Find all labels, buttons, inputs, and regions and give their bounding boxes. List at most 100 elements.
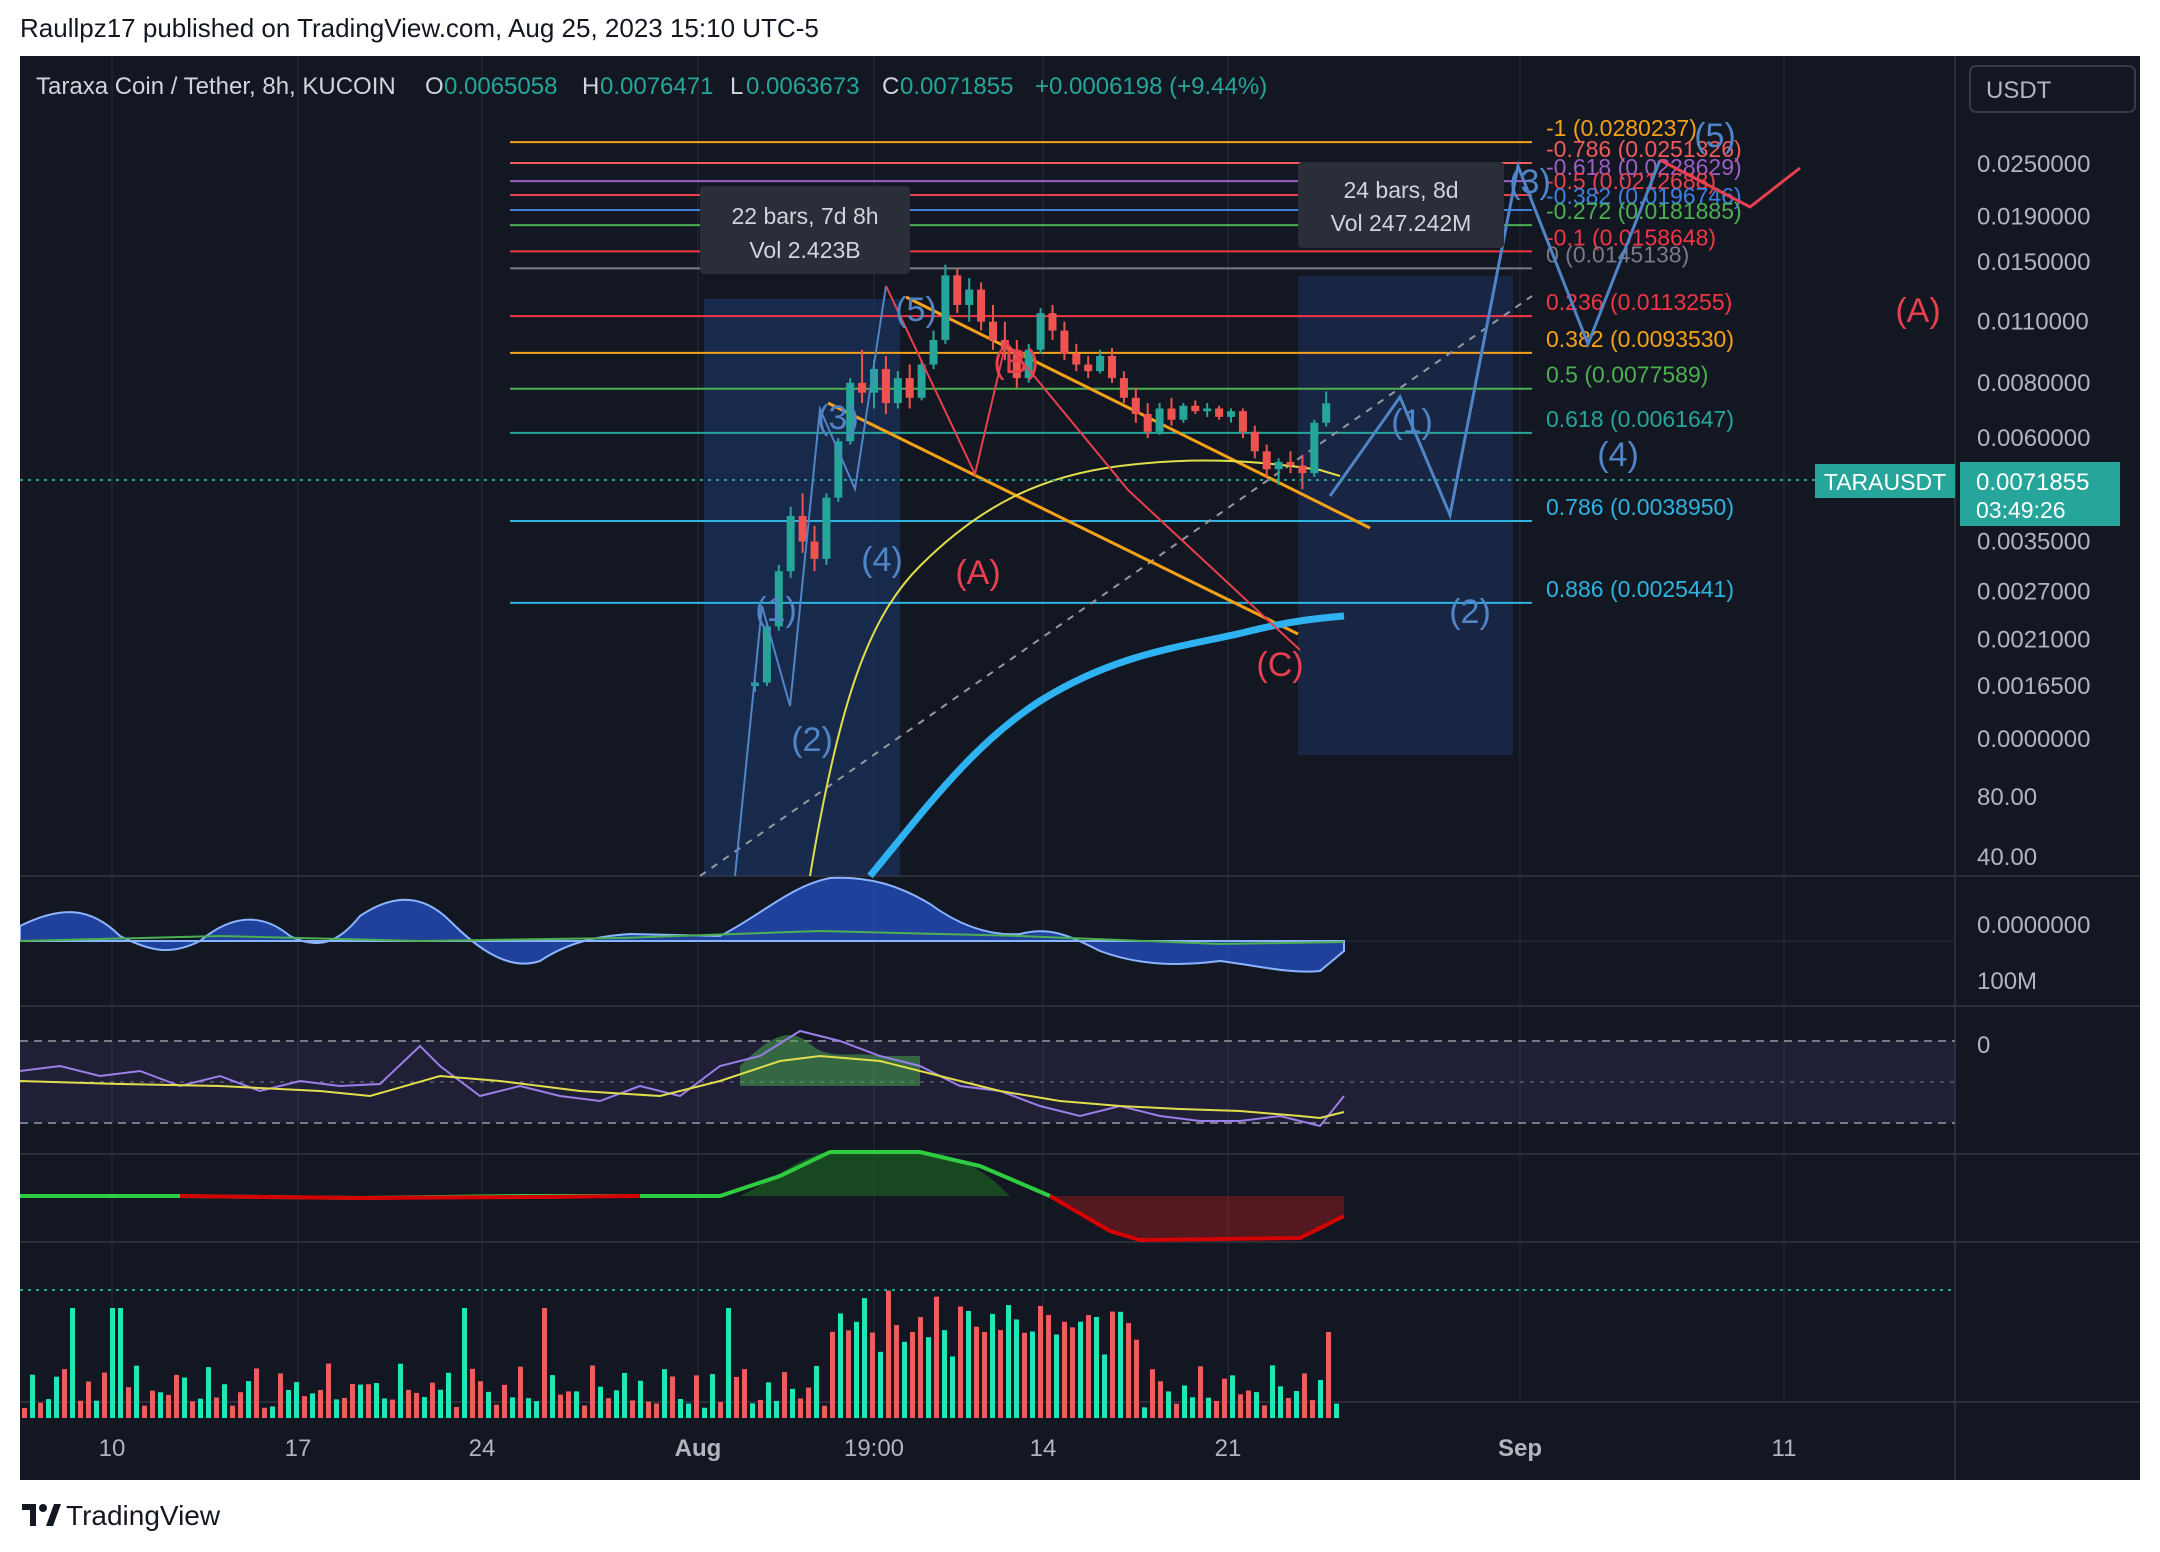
candle-body[interactable] bbox=[858, 382, 867, 393]
currency-button[interactable]: USDT bbox=[1969, 65, 2136, 113]
rsi-pane[interactable] bbox=[20, 1029, 1955, 1128]
chart-canvas[interactable]: -1 (0.0280237)-0.786 (0.0251326)-0.618 (… bbox=[20, 56, 2140, 1480]
chart-frame[interactable]: -1 (0.0280237) -0.786 (0.0251326) -0.618 (… bbox=[20, 56, 2140, 1480]
macd-pane[interactable] bbox=[20, 876, 1955, 973]
volume-bar bbox=[694, 1375, 699, 1418]
volume-bar bbox=[742, 1369, 747, 1418]
svg-text:H: H bbox=[582, 73, 599, 100]
volume-bar bbox=[1118, 1311, 1123, 1418]
candle-body[interactable] bbox=[822, 497, 831, 559]
candle-body[interactable] bbox=[989, 321, 997, 340]
volume-bar bbox=[1286, 1397, 1291, 1418]
candle-body[interactable] bbox=[1119, 378, 1128, 398]
candle-body[interactable] bbox=[1155, 408, 1164, 432]
candle-body[interactable] bbox=[1286, 461, 1295, 466]
candle-body[interactable] bbox=[774, 571, 783, 627]
volume-bar bbox=[1094, 1316, 1099, 1418]
candle-body[interactable] bbox=[1215, 408, 1224, 417]
candle-body[interactable] bbox=[1096, 355, 1105, 372]
wave-label-blue: (5) bbox=[1694, 117, 1736, 155]
svg-text:Vol 2.423B: Vol 2.423B bbox=[749, 237, 860, 263]
candle-body[interactable] bbox=[1310, 422, 1319, 474]
volume-pane[interactable] bbox=[22, 1290, 1339, 1418]
volume-bar bbox=[110, 1308, 115, 1418]
candle-body[interactable] bbox=[1108, 355, 1116, 379]
volume-bar bbox=[358, 1384, 363, 1418]
svg-text:0.0076471: 0.0076471 bbox=[600, 73, 713, 100]
candle-body[interactable] bbox=[1274, 461, 1283, 470]
svg-text:TARAUSDT: TARAUSDT bbox=[1824, 469, 1946, 495]
candle-body[interactable] bbox=[1084, 364, 1093, 372]
candle-body[interactable] bbox=[846, 382, 855, 442]
wave-labels: (1) (2) (3) (4) (5) (1) (2) (3) (4) (5) (A) (B) (C) (… bbox=[755, 117, 1940, 759]
volume-bar bbox=[398, 1363, 403, 1418]
volume-bar bbox=[766, 1382, 771, 1418]
candle-body[interactable] bbox=[870, 368, 878, 393]
volume-bar bbox=[678, 1398, 683, 1418]
candle-body[interactable] bbox=[1298, 465, 1307, 474]
candle-body[interactable] bbox=[1036, 313, 1045, 350]
time-tick-label: 21 bbox=[1215, 1435, 1242, 1462]
candle-body[interactable] bbox=[893, 378, 902, 404]
candle-body[interactable] bbox=[762, 626, 771, 683]
indicator-tick-label: 100M bbox=[1977, 968, 2037, 995]
time-axis[interactable]: 10 17 24 Aug 19:00 14 21 Sep 11 bbox=[99, 1435, 1797, 1462]
candle-body[interactable] bbox=[881, 368, 890, 404]
volume-bar bbox=[990, 1313, 995, 1418]
volume-bar bbox=[1006, 1305, 1011, 1418]
volume-bar bbox=[598, 1386, 603, 1418]
volume-bar bbox=[438, 1389, 443, 1418]
price-axis[interactable]: 0.0250000 0.0190000 0.0150000 0.0110000 0.00… bbox=[1977, 151, 2090, 1059]
candle-body[interactable] bbox=[1167, 408, 1176, 420]
candle-body[interactable] bbox=[798, 515, 807, 542]
candle-body[interactable] bbox=[917, 364, 926, 398]
candle-body[interactable] bbox=[1072, 353, 1081, 365]
candle-body[interactable] bbox=[1012, 349, 1021, 379]
volume-bar bbox=[686, 1403, 691, 1418]
candle-body[interactable] bbox=[1203, 408, 1212, 412]
volume-bar bbox=[878, 1351, 883, 1418]
candle-body[interactable] bbox=[1179, 405, 1188, 420]
volume-bar bbox=[1086, 1315, 1091, 1418]
candle-body[interactable] bbox=[1227, 411, 1235, 417]
measure-box-2[interactable] bbox=[1298, 276, 1513, 755]
volume-bar bbox=[414, 1392, 419, 1418]
candle-body[interactable] bbox=[810, 541, 819, 559]
oscillator-pane[interactable] bbox=[20, 1150, 1345, 1243]
candle-body[interactable] bbox=[941, 275, 950, 340]
volume-bar bbox=[1142, 1407, 1147, 1418]
wave-label-blue: (4) bbox=[861, 541, 903, 579]
fib-label: 0.382 (0.0093530) bbox=[1546, 326, 1734, 352]
candle-body[interactable] bbox=[834, 441, 843, 498]
candle-body[interactable] bbox=[1191, 405, 1200, 412]
candle-body[interactable] bbox=[1238, 411, 1247, 432]
candle-body[interactable] bbox=[965, 289, 974, 305]
candle-body[interactable] bbox=[1250, 431, 1259, 452]
volume-bar bbox=[1126, 1323, 1131, 1418]
volume-bar bbox=[494, 1404, 499, 1418]
candle-body[interactable] bbox=[929, 339, 938, 365]
volume-bar bbox=[54, 1376, 59, 1418]
candle-body[interactable] bbox=[1131, 397, 1140, 415]
volume-bar bbox=[470, 1368, 475, 1418]
volume-bar bbox=[638, 1380, 643, 1418]
volume-bar bbox=[534, 1401, 539, 1418]
candle-body[interactable] bbox=[1048, 313, 1057, 331]
candle-body[interactable] bbox=[977, 289, 986, 322]
volume-bar bbox=[1062, 1321, 1067, 1418]
candle-body[interactable] bbox=[953, 275, 962, 305]
volume-bar bbox=[1222, 1378, 1227, 1418]
indicator-tick-label: 0 bbox=[1977, 1032, 1990, 1059]
candle-body[interactable] bbox=[1060, 330, 1069, 354]
trend-dashed-line[interactable] bbox=[699, 295, 1533, 877]
candle-body[interactable] bbox=[1143, 414, 1152, 432]
candle-body[interactable] bbox=[905, 378, 914, 398]
volume-bar bbox=[1310, 1400, 1315, 1418]
candle-body[interactable] bbox=[1024, 349, 1033, 379]
volume-bar bbox=[966, 1310, 971, 1418]
time-tick-label: Aug bbox=[675, 1435, 722, 1462]
time-tick-label: Sep bbox=[1498, 1435, 1542, 1462]
candle-body[interactable] bbox=[1322, 403, 1331, 423]
candle-body[interactable] bbox=[786, 515, 795, 572]
candle-body[interactable] bbox=[1262, 451, 1271, 470]
